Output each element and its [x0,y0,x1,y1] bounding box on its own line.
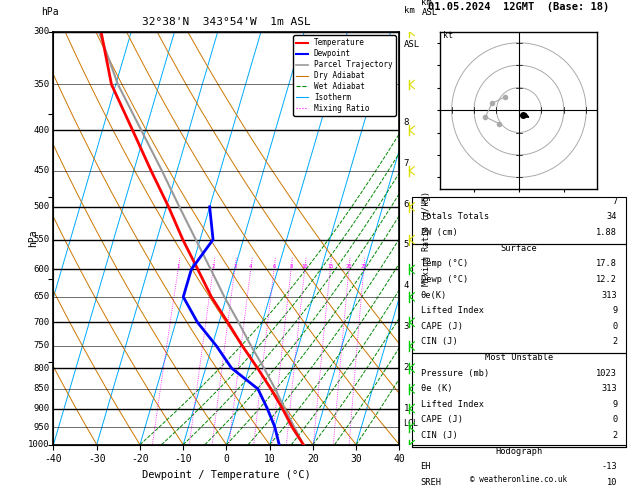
Text: 2: 2 [612,431,617,440]
Text: 500: 500 [33,202,49,211]
Text: 10: 10 [301,264,308,269]
Text: 32°38'N  343°54'W  1m ASL: 32°38'N 343°54'W 1m ASL [142,17,311,27]
Text: CIN (J): CIN (J) [421,431,457,440]
Text: Most Unstable: Most Unstable [485,353,553,362]
Text: CAPE (J): CAPE (J) [421,322,462,331]
Text: 01.05.2024  12GMT  (Base: 18): 01.05.2024 12GMT (Base: 18) [428,2,610,12]
Text: LCL: LCL [404,419,418,428]
Text: CAPE (J): CAPE (J) [421,416,462,424]
Text: hPa: hPa [41,7,58,17]
Text: Temp (°C): Temp (°C) [421,260,468,268]
Text: EH: EH [421,462,431,471]
Text: 3: 3 [233,264,237,269]
Text: 7: 7 [404,159,409,168]
Text: 2: 2 [612,337,617,347]
Text: Dewp (°C): Dewp (°C) [421,275,468,284]
Text: © weatheronline.co.uk: © weatheronline.co.uk [470,474,567,484]
Text: 10: 10 [607,478,617,486]
Text: 600: 600 [33,265,49,274]
Text: 8: 8 [289,264,292,269]
Text: θe (K): θe (K) [421,384,452,393]
Bar [412,197,626,243]
Text: 2: 2 [404,363,409,372]
Text: 6: 6 [272,264,276,269]
Text: 9: 9 [612,400,617,409]
Text: 900: 900 [33,404,49,413]
Text: 8: 8 [404,118,409,127]
Text: 6: 6 [404,200,409,208]
Text: 15: 15 [327,264,333,269]
Text: CIN (J): CIN (J) [421,337,457,347]
Legend: Temperature, Dewpoint, Parcel Trajectory, Dry Adiabat, Wet Adiabat, Isotherm, Mi: Temperature, Dewpoint, Parcel Trajectory… [293,35,396,116]
Text: Surface: Surface [501,243,537,253]
Text: 0: 0 [612,416,617,424]
Text: 850: 850 [33,384,49,394]
Text: 20: 20 [346,264,352,269]
Text: 800: 800 [33,364,49,373]
Text: SREH: SREH [421,478,442,486]
Text: 1: 1 [404,404,409,413]
Text: 313: 313 [601,384,617,393]
Bar [412,243,626,353]
Text: 4: 4 [249,264,252,269]
X-axis label: Dewpoint / Temperature (°C): Dewpoint / Temperature (°C) [142,470,311,480]
Text: 450: 450 [33,166,49,175]
Text: 17.8: 17.8 [596,260,617,268]
Text: km: km [404,6,415,15]
Text: 34: 34 [607,212,617,222]
Text: 5: 5 [404,241,409,249]
Text: 7: 7 [612,197,617,206]
Text: 1023: 1023 [596,368,617,378]
Bar [412,445,626,447]
Text: 650: 650 [33,293,49,301]
Text: 25: 25 [360,264,367,269]
Text: 313: 313 [601,291,617,299]
Text: 700: 700 [33,318,49,327]
Text: 300: 300 [33,27,49,36]
Text: 1000: 1000 [28,440,49,449]
Text: 12.2: 12.2 [596,275,617,284]
Text: 0: 0 [612,322,617,331]
Text: 550: 550 [33,235,49,244]
Text: 750: 750 [33,342,49,350]
Text: 950: 950 [33,423,49,432]
Text: 2: 2 [211,264,214,269]
Text: K: K [421,197,426,206]
Text: Lifted Index: Lifted Index [421,306,484,315]
Text: ASL: ASL [404,40,420,49]
Text: 4: 4 [404,281,409,290]
Text: kt: kt [443,31,453,40]
Text: 1.88: 1.88 [596,228,617,237]
Text: 400: 400 [33,126,49,135]
Bar [412,353,626,447]
Text: Pressure (mb): Pressure (mb) [421,368,489,378]
Text: -13: -13 [601,462,617,471]
Text: 3: 3 [404,322,409,331]
Text: 350: 350 [33,80,49,89]
Text: Mixing Ratio (g/kg): Mixing Ratio (g/kg) [422,191,431,286]
Text: Lifted Index: Lifted Index [421,400,484,409]
Text: Hodograph: Hodograph [495,447,543,456]
Text: Totals Totals: Totals Totals [421,212,489,222]
Text: 1: 1 [177,264,180,269]
Text: θe(K): θe(K) [421,291,447,299]
Text: 9: 9 [612,306,617,315]
Text: km
ASL: km ASL [421,0,438,17]
Text: PW (cm): PW (cm) [421,228,457,237]
Text: hPa: hPa [28,229,38,247]
